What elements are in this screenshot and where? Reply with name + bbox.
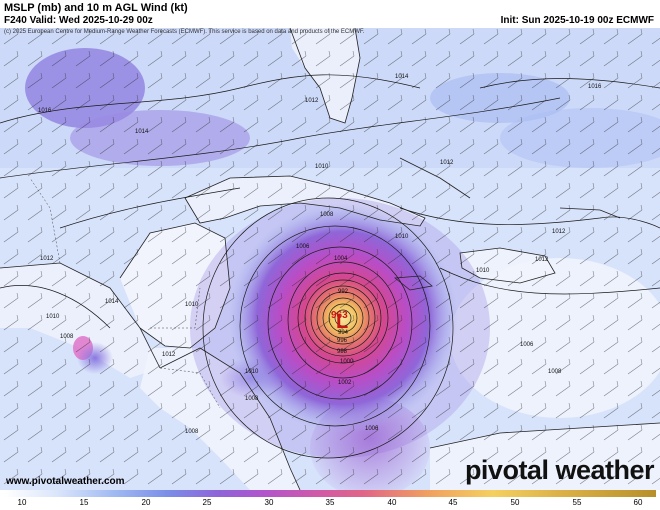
- isobar-label: 1006: [365, 426, 379, 432]
- isobar-label: 1010: [395, 234, 409, 240]
- isobar-label: 1012: [440, 160, 454, 166]
- isobar-label: 1012: [535, 257, 549, 263]
- isobar-label: 1008: [185, 429, 199, 435]
- isobar-label: 1016: [38, 108, 52, 114]
- isobar-label: 996: [337, 338, 348, 344]
- isobar-label: 1010: [476, 268, 490, 274]
- isobars: [0, 74, 660, 459]
- colorbar-tick: 50: [510, 498, 520, 507]
- isobar-label: 1016: [588, 84, 602, 90]
- isobar-label: 1012: [162, 352, 176, 358]
- isobar-label: 1008: [320, 212, 334, 218]
- colorbar-tick: 20: [141, 498, 151, 507]
- borders: [29, 177, 221, 409]
- isobar-label: 1006: [520, 342, 534, 348]
- map-title: MSLP (mb) and 10 m AGL Wind (kt): [4, 2, 188, 14]
- isobar-label: 1002: [338, 380, 352, 386]
- isobar-label: 1008: [60, 334, 74, 340]
- colorbar-tick: 30: [264, 498, 274, 507]
- pivotal-weather-logo: pivotal weather: [464, 455, 655, 485]
- colorbar-tick: 55: [572, 498, 582, 507]
- isobar-label: 1010: [185, 302, 199, 308]
- center-pressure: 963: [331, 310, 348, 321]
- header: MSLP (mb) and 10 m AGL Wind (kt) F240 Va…: [0, 0, 660, 28]
- weather-map[interactable]: L 963 1016 1014 1012 1010 1008 1006 1004…: [0, 28, 660, 490]
- site-url[interactable]: www.pivotalweather.com: [6, 476, 125, 487]
- map-canvas: L 963 1016 1014 1012 1010 1008 1006 1004…: [0, 28, 660, 490]
- colorbar-labels: 10 15 20 25 30 35 40 45 50 55 60: [0, 498, 660, 510]
- colorbar-tick: 10: [17, 498, 27, 507]
- isobar-label: 1014: [395, 74, 409, 80]
- colorbar: 10 15 20 25 30 35 40 45 50 55 60: [0, 490, 660, 510]
- coastlines: [0, 28, 660, 490]
- isobar-label: 1012: [552, 229, 566, 235]
- colorbar-tick: 35: [325, 498, 335, 507]
- isobar-label: 1000: [340, 359, 354, 365]
- isobar-label: 1010: [46, 314, 60, 320]
- isobar-label: 1004: [334, 256, 348, 262]
- low-marker: L: [336, 311, 348, 333]
- isobar-label: 1010: [245, 369, 259, 375]
- isobar-label: 992: [338, 289, 349, 295]
- isobar-label: 1012: [305, 98, 319, 104]
- colorbar-tick: 15: [79, 498, 89, 507]
- colorbar-tick: 45: [448, 498, 458, 507]
- copyright-notice: (c) 2025 European Centre for Medium-Rang…: [4, 29, 365, 35]
- init-time: Init: Sun 2025-10-19 00z ECMWF: [500, 15, 654, 26]
- isobar-label: 1014: [135, 129, 149, 135]
- isobar-label: 1010: [315, 164, 329, 170]
- valid-time: F240 Valid: Wed 2025-10-29 00z: [4, 15, 153, 26]
- isobar-label: 1008: [245, 396, 259, 402]
- colorbar-tick: 60: [633, 498, 643, 507]
- colorbar-tick: 40: [387, 498, 397, 507]
- isobar-label: 1012: [40, 256, 54, 262]
- colorbar-tick: 25: [202, 498, 212, 507]
- isobar-label: 1008: [548, 369, 562, 375]
- isobar-label: 998: [337, 349, 348, 355]
- isobar-labels: 1016 1014 1012 1010 1008 1006 1004 1002 …: [38, 74, 602, 435]
- isobar-label: 1014: [105, 299, 119, 305]
- colorbar-strip: [4, 490, 656, 497]
- isobar-label: 994: [338, 330, 349, 336]
- isobar-label: 1006: [296, 244, 310, 250]
